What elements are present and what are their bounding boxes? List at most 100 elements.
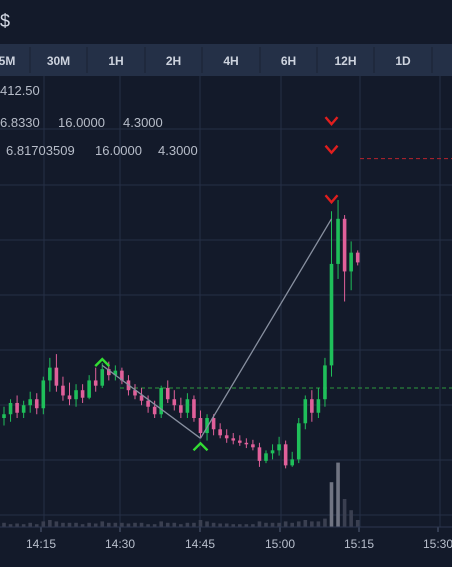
timeframe-button-1h[interactable]: 1H: [88, 45, 144, 75]
candle[interactable]: [8, 399, 13, 422]
candle[interactable]: [329, 211, 334, 377]
candle[interactable]: [277, 436, 281, 456]
volume-bar: [238, 524, 242, 527]
timeframe-button-2h[interactable]: 2H: [146, 45, 201, 75]
timeframe-button-5m[interactable]: 5M: [0, 45, 29, 75]
candle[interactable]: [218, 423, 222, 439]
candle[interactable]: [251, 439, 255, 451]
candle[interactable]: [120, 367, 124, 385]
volume-bar: [28, 522, 32, 527]
candle[interactable]: [310, 390, 314, 422]
candle[interactable]: [133, 384, 137, 400]
candle[interactable]: [15, 395, 19, 419]
candle-body: [283, 444, 288, 466]
candle[interactable]: [290, 451, 294, 467]
info-value: 16.0000: [58, 115, 105, 130]
candle[interactable]: [165, 380, 170, 403]
volume-bar: [296, 521, 301, 527]
candle[interactable]: [48, 357, 52, 392]
candle[interactable]: [93, 367, 98, 392]
top-bar: $5M 30M 1H 2H 4H 6H 12H 1D: [0, 0, 452, 76]
candle[interactable]: [231, 433, 236, 445]
candle[interactable]: [21, 400, 26, 419]
timeframe-button-bg[interactable]: [318, 45, 373, 75]
candle[interactable]: [100, 363, 105, 388]
candle[interactable]: [80, 384, 85, 403]
candle[interactable]: [41, 376, 46, 415]
candle[interactable]: [28, 391, 32, 413]
timeframe-label[interactable]: 2H: [166, 54, 181, 68]
candle-body: [165, 387, 170, 400]
timeframe-button-12h[interactable]: 12H: [318, 45, 373, 75]
candle[interactable]: [172, 390, 177, 411]
candle[interactable]: [316, 387, 321, 419]
candle[interactable]: [238, 435, 242, 446]
timeframe-button-1d[interactable]: 1D: [375, 45, 431, 75]
timeframe-button-bg[interactable]: [203, 45, 259, 75]
candle[interactable]: [257, 442, 262, 467]
candle[interactable]: [2, 406, 6, 426]
candle[interactable]: [54, 354, 59, 392]
volume-bar: [205, 521, 209, 527]
timeframe-label[interactable]: 5M: [0, 54, 15, 68]
candle[interactable]: [159, 385, 163, 419]
timeframe-label[interactable]: 4H: [223, 54, 238, 68]
volume-bar: [283, 521, 288, 527]
candle-body: [179, 405, 183, 413]
candle-body: [205, 418, 209, 434]
candle[interactable]: [179, 397, 183, 419]
candle-body: [107, 369, 111, 376]
volume-bar: [349, 510, 353, 527]
timeframe-label[interactable]: 30M: [47, 54, 70, 68]
timeframe-button-bg[interactable]: [146, 45, 201, 75]
candle[interactable]: [185, 393, 190, 419]
candle[interactable]: [342, 215, 347, 302]
grid: [0, 76, 452, 527]
candle[interactable]: [192, 395, 196, 422]
timeframe-label[interactable]: 12H: [334, 54, 356, 68]
candle[interactable]: [146, 395, 150, 413]
candle[interactable]: [74, 384, 78, 407]
timeframe-button-30m[interactable]: 30M: [31, 45, 86, 75]
timeframe-button-4h[interactable]: 4H: [203, 45, 259, 75]
volume-bar: [244, 524, 249, 527]
candle[interactable]: [336, 200, 340, 279]
volume-bar: [329, 482, 334, 527]
timeframe-label[interactable]: 1H: [108, 54, 123, 68]
timeframe-button-bg[interactable]: [375, 45, 431, 75]
candle[interactable]: [87, 375, 91, 400]
volume-bar: [257, 521, 262, 527]
candle[interactable]: [139, 387, 144, 406]
candle[interactable]: [61, 376, 65, 401]
candle[interactable]: [224, 429, 229, 443]
candle[interactable]: [34, 393, 39, 415]
volume-bar: [165, 522, 170, 527]
candle[interactable]: [211, 414, 216, 436]
timeframe-button-bg[interactable]: [88, 45, 144, 75]
candle[interactable]: [67, 382, 72, 406]
candle[interactable]: [349, 241, 353, 291]
candle-body: [257, 447, 262, 461]
volume-bar: [336, 462, 340, 527]
candle[interactable]: [270, 444, 275, 460]
timeframe-label[interactable]: 1D: [395, 54, 411, 68]
candle[interactable]: [303, 395, 308, 430]
candle[interactable]: [296, 418, 301, 464]
candle[interactable]: [264, 450, 268, 464]
candle[interactable]: [244, 438, 249, 449]
candle-body: [349, 252, 353, 272]
candle[interactable]: [355, 250, 360, 266]
volume-bar: [48, 520, 52, 527]
volume-bar: [41, 521, 46, 527]
timeframe-button-6h[interactable]: 6H: [261, 45, 316, 75]
candle-body: [231, 438, 236, 441]
timeframe-button-bg[interactable]: [0, 45, 29, 75]
candle[interactable]: [283, 440, 288, 469]
candle[interactable]: [198, 410, 203, 439]
timeframe-button-bg[interactable]: [261, 45, 316, 75]
candle[interactable]: [113, 365, 118, 381]
timeframe-button-bg[interactable]: [31, 45, 86, 75]
candle[interactable]: [323, 357, 327, 407]
timeframe-label[interactable]: 6H: [281, 54, 296, 68]
